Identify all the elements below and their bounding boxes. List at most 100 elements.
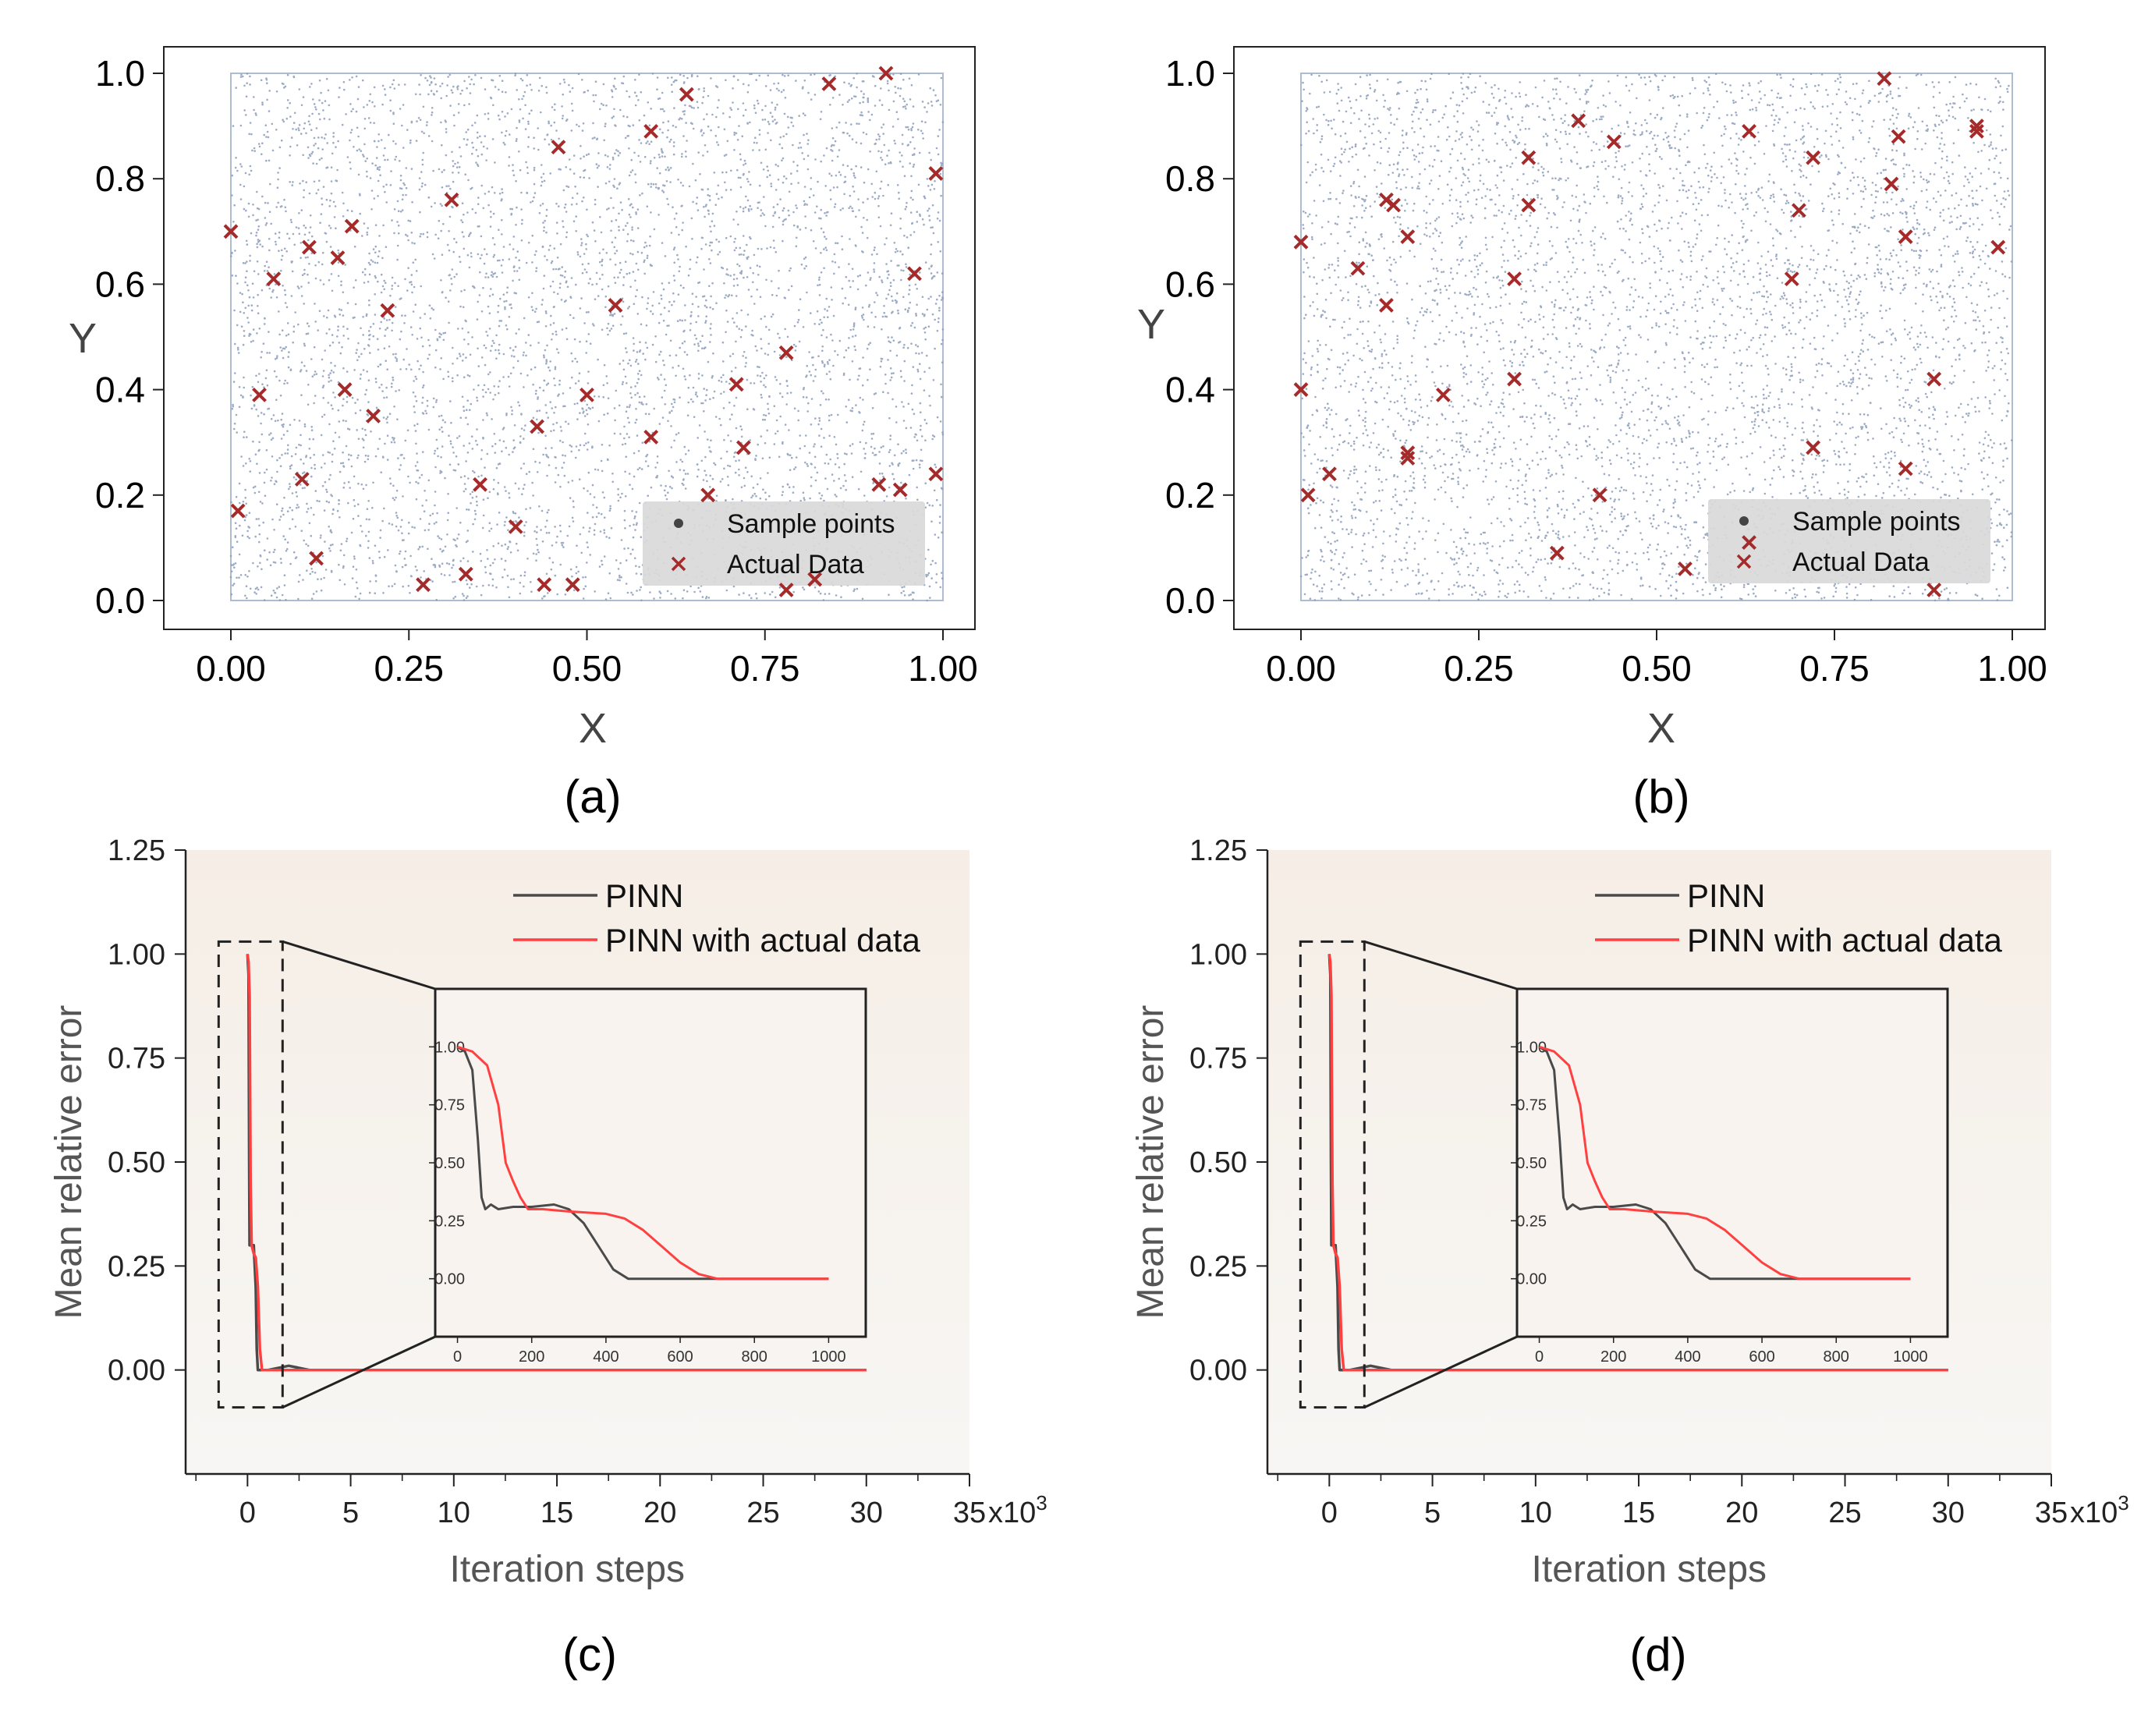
- sample-point: [247, 321, 250, 324]
- sample-point: [571, 109, 574, 112]
- sample-point: [792, 343, 796, 346]
- sample-point: [497, 310, 499, 314]
- sample-point: [361, 271, 364, 274]
- sample-point: [756, 349, 758, 352]
- sample-point: [564, 270, 567, 273]
- sample-point: [505, 516, 508, 519]
- sample-point: [647, 297, 650, 299]
- sample-point: [415, 442, 417, 445]
- sample-point: [370, 430, 372, 433]
- sample-point: [561, 328, 564, 331]
- sample-point: [419, 211, 421, 214]
- sample-point: [498, 380, 501, 382]
- sample-point: [275, 480, 278, 484]
- sample-point: [918, 151, 921, 154]
- sample-point: [803, 497, 806, 499]
- sample-point: [826, 310, 828, 312]
- sample-point: [761, 119, 764, 121]
- sample-point: [377, 133, 381, 136]
- sample-point: [909, 593, 913, 596]
- sample-point: [325, 240, 328, 243]
- sample-point: [919, 213, 921, 216]
- sample-point: [934, 318, 936, 321]
- sample-point: [299, 574, 301, 576]
- sample-point: [697, 151, 700, 154]
- sample-point: [521, 493, 523, 495]
- sample-point: [427, 547, 429, 551]
- sample-point: [426, 80, 429, 82]
- sample-point: [629, 392, 632, 395]
- sample-point: [730, 169, 732, 172]
- sample-point: [681, 460, 684, 463]
- sample-point: [330, 369, 333, 372]
- sample-point: [711, 241, 714, 244]
- sample-point: [824, 246, 827, 249]
- sample-point: [822, 231, 825, 234]
- sample-point: [763, 377, 766, 380]
- sample-point: [690, 217, 693, 220]
- sample-point: [322, 370, 325, 372]
- sample-point: [238, 386, 241, 388]
- sample-point: [462, 306, 465, 309]
- sample-point: [831, 127, 834, 129]
- sample-point: [466, 374, 470, 377]
- sample-point: [393, 406, 395, 408]
- sample-point: [797, 409, 799, 413]
- sample-point: [558, 137, 560, 140]
- sample-point: [838, 266, 840, 268]
- sample-point: [934, 303, 938, 305]
- sample-point: [449, 442, 452, 445]
- sample-point: [328, 118, 331, 121]
- sample-point: [930, 253, 932, 256]
- sample-point: [735, 246, 738, 250]
- sample-point: [899, 94, 902, 97]
- sample-point: [265, 221, 268, 225]
- sample-point: [701, 374, 704, 377]
- sample-point: [937, 153, 940, 156]
- sample-point: [773, 443, 776, 445]
- sample-point: [300, 257, 302, 260]
- sample-point: [930, 272, 933, 275]
- sample-point: [383, 396, 385, 399]
- sample-point: [374, 276, 377, 279]
- sample-point: [825, 453, 828, 456]
- sample-point: [728, 294, 731, 296]
- sample-point: [391, 219, 393, 221]
- sample-point: [824, 477, 827, 480]
- sample-point: [774, 250, 778, 253]
- sample-point: [265, 159, 268, 162]
- sample-point: [583, 169, 585, 172]
- sample-point: [385, 201, 388, 204]
- sample-point: [689, 267, 691, 271]
- sample-point: [449, 289, 452, 292]
- sample-point: [582, 526, 585, 529]
- sample-point: [404, 550, 407, 553]
- sample-point: [271, 518, 274, 521]
- sample-point: [931, 313, 934, 316]
- sample-point: [275, 399, 278, 401]
- sample-point: [463, 445, 465, 447]
- sample-point: [644, 241, 647, 244]
- sample-point: [927, 548, 930, 551]
- sample-point: [562, 225, 565, 229]
- sample-point: [587, 382, 590, 384]
- sample-point: [549, 285, 552, 288]
- sample-point: [414, 375, 416, 378]
- sample-point: [324, 480, 327, 484]
- sample-point: [575, 230, 577, 232]
- sample-point: [385, 396, 388, 399]
- sample-point: [699, 590, 702, 593]
- sample-point: [699, 172, 701, 175]
- sample-point: [905, 498, 907, 500]
- sample-point: [531, 234, 533, 237]
- sample-point: [384, 442, 386, 445]
- sample-point: [888, 289, 891, 292]
- sample-point: [641, 441, 644, 444]
- sample-point: [401, 209, 404, 211]
- sample-point: [880, 446, 883, 448]
- sample-point: [446, 243, 449, 246]
- sample-point: [473, 122, 477, 124]
- sample-point: [374, 140, 376, 143]
- sample-point: [294, 453, 297, 455]
- sample-point: [671, 409, 673, 413]
